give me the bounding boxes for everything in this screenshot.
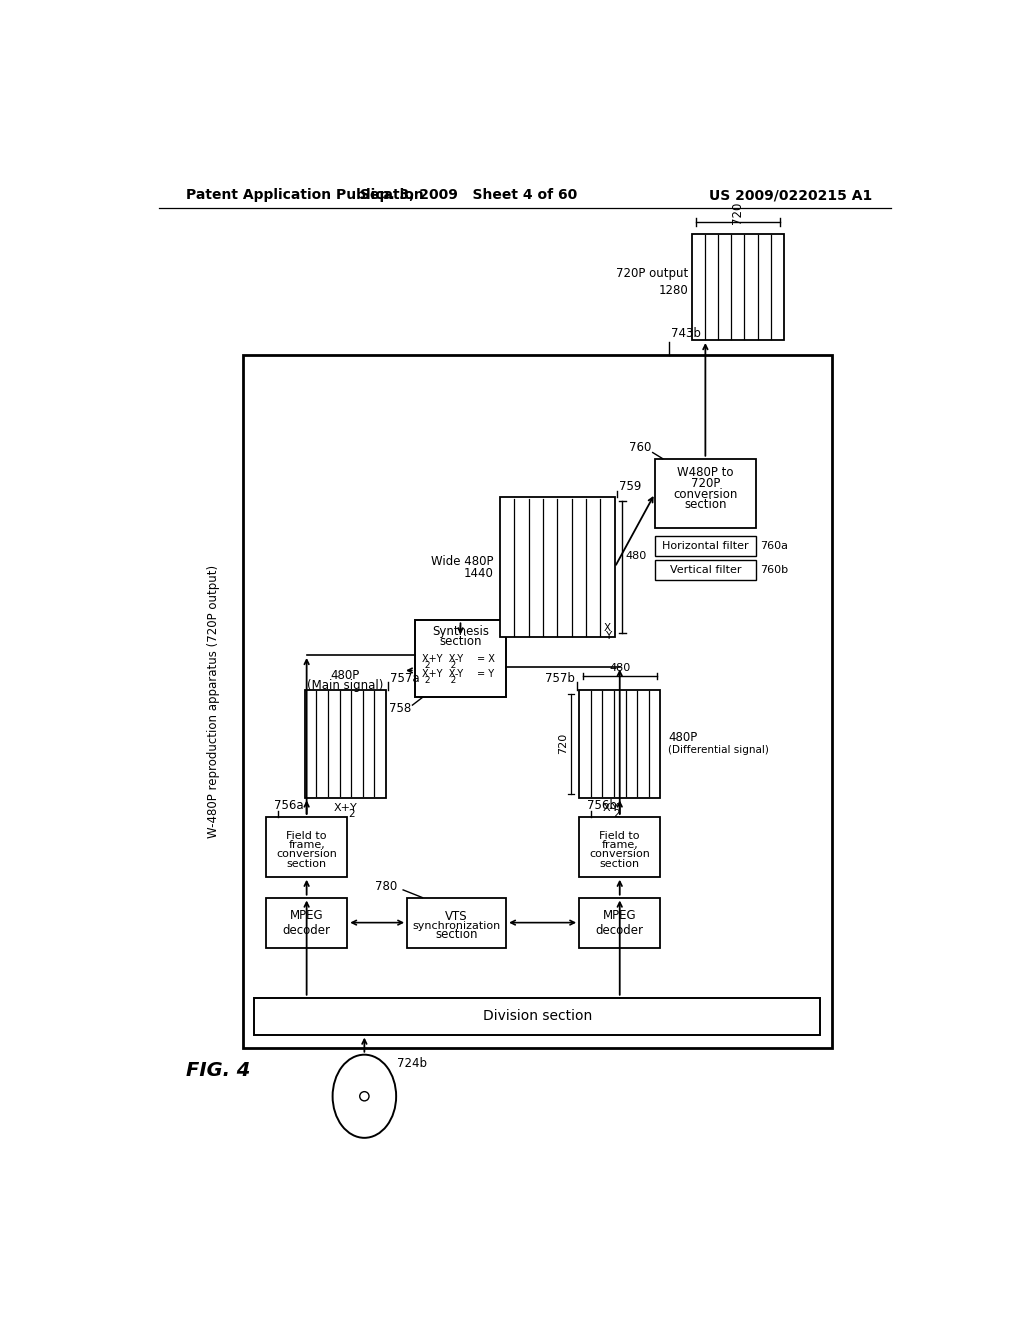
Text: section: section [600, 859, 640, 869]
Text: FIG. 4: FIG. 4 [186, 1061, 251, 1080]
Text: 760a: 760a [760, 541, 787, 550]
Text: frame,: frame, [601, 841, 638, 850]
Text: (Differential signal): (Differential signal) [669, 744, 769, 755]
Ellipse shape [359, 1092, 369, 1101]
Text: 2       2: 2 2 [423, 660, 457, 669]
Ellipse shape [333, 1055, 396, 1138]
Text: 480P: 480P [331, 669, 360, 682]
Bar [243, 355, 831, 1048]
Text: X+Y: X+Y [334, 804, 357, 813]
Bar [579, 689, 660, 797]
Text: 720: 720 [558, 733, 568, 754]
Text: 756a: 756a [273, 799, 303, 812]
Text: 760b: 760b [760, 565, 787, 576]
Bar [500, 498, 614, 638]
Text: 758: 758 [389, 702, 411, 715]
Text: MPEG
decoder: MPEG decoder [283, 908, 331, 937]
Text: 2: 2 [348, 809, 355, 820]
Text: 720P output: 720P output [616, 267, 688, 280]
Text: 1440: 1440 [464, 566, 494, 579]
Text: conversion: conversion [673, 487, 737, 500]
Bar [692, 234, 783, 341]
Bar [655, 560, 756, 581]
Text: Field to: Field to [287, 832, 327, 841]
Text: section: section [435, 928, 478, 941]
Text: X-Y: X-Y [602, 804, 618, 813]
Text: Horizontal filter: Horizontal filter [663, 541, 749, 550]
Text: US 2009/0220215 A1: US 2009/0220215 A1 [710, 189, 872, 202]
Text: = Y: = Y [477, 669, 494, 680]
Text: frame,: frame, [289, 841, 325, 850]
Bar [655, 536, 756, 556]
Text: Field to: Field to [599, 832, 640, 841]
Text: section: section [684, 499, 727, 511]
Text: X+Y  X-Y: X+Y X-Y [423, 653, 464, 664]
Text: W480P to: W480P to [677, 466, 733, 479]
Text: = X: = X [477, 653, 495, 664]
Bar [305, 689, 386, 797]
Text: Wide 480P: Wide 480P [431, 554, 494, 568]
Bar [579, 898, 660, 948]
Text: Division section: Division section [482, 1010, 592, 1023]
Text: X+Y  X-Y: X+Y X-Y [423, 669, 464, 680]
Text: section: section [287, 859, 327, 869]
Bar [266, 898, 347, 948]
Text: 757a: 757a [390, 672, 420, 685]
Text: 480P: 480P [669, 731, 697, 744]
Text: Sep. 3, 2009   Sheet 4 of 60: Sep. 3, 2009 Sheet 4 of 60 [360, 189, 578, 202]
Text: 480: 480 [626, 550, 647, 561]
Text: Y: Y [604, 631, 611, 640]
Text: section: section [439, 635, 481, 648]
Text: 756b: 756b [587, 799, 616, 812]
Text: (Main signal): (Main signal) [307, 678, 384, 692]
Text: conversion: conversion [589, 850, 650, 859]
Text: 720: 720 [731, 202, 744, 224]
Bar [415, 620, 506, 697]
Text: 2       2: 2 2 [423, 676, 457, 685]
Text: 724b: 724b [397, 1057, 427, 1071]
Text: MPEG
decoder: MPEG decoder [596, 908, 644, 937]
Text: 1280: 1280 [658, 284, 688, 297]
Text: W-480P reproduction apparatus (720P output): W-480P reproduction apparatus (720P outp… [207, 565, 220, 838]
Text: 757b: 757b [546, 672, 575, 685]
Bar [254, 998, 820, 1035]
Text: synchronization: synchronization [413, 921, 501, 931]
Bar [579, 817, 660, 876]
Text: conversion: conversion [276, 850, 337, 859]
Text: 2: 2 [613, 809, 620, 820]
Text: Vertical filter: Vertical filter [670, 565, 741, 576]
Text: VTS: VTS [445, 909, 468, 923]
Bar [407, 898, 506, 948]
Text: 480: 480 [609, 663, 631, 673]
Bar [266, 817, 347, 876]
Text: 720P: 720P [690, 477, 720, 490]
Text: 760: 760 [629, 441, 651, 454]
Text: Synthesis: Synthesis [432, 624, 489, 638]
Text: 780: 780 [376, 880, 397, 894]
Text: 759: 759 [618, 480, 641, 492]
Text: X: X [604, 623, 611, 634]
Bar [655, 459, 756, 528]
Text: 743b: 743b [671, 327, 700, 341]
Text: Patent Application Publication: Patent Application Publication [186, 189, 424, 202]
